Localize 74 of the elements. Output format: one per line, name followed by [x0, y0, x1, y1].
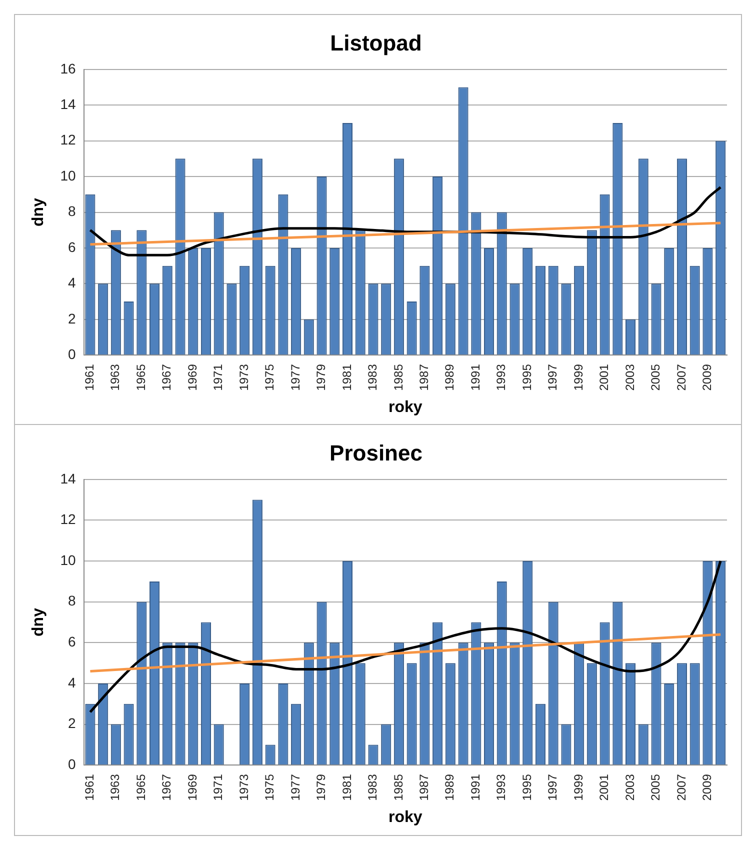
x-tick-label: 1961 — [82, 774, 97, 801]
x-tick-label: 1967 — [160, 364, 174, 391]
y-tick-label: 10 — [60, 552, 76, 568]
x-tick-label: 1961 — [82, 364, 97, 391]
x-tick-label: 1973 — [236, 774, 251, 801]
x-tick-label: 1989 — [442, 364, 457, 391]
x-tick-label: 1971 — [211, 364, 226, 391]
x-tick-label: 2007 — [674, 774, 688, 801]
x-tick-label: 1983 — [366, 774, 380, 801]
x-tick-label: 1987 — [416, 364, 431, 391]
x-tick-label: 2007 — [674, 364, 688, 391]
x-tick-label: 1981 — [340, 364, 354, 391]
x-tick-label: 2003 — [622, 364, 637, 391]
y-tick-label: 6 — [68, 238, 76, 255]
x-tick-label: 1985 — [391, 364, 406, 391]
x-tick-label: 2001 — [597, 364, 612, 391]
x-tick-label: 1977 — [288, 774, 302, 801]
x-tick-label: 1985 — [391, 774, 406, 801]
y-tick-label: 2 — [68, 715, 76, 732]
x-tick-label: 1969 — [185, 774, 200, 801]
x-tick-label: 1965 — [134, 364, 148, 391]
x-tick-label: 1997 — [546, 364, 560, 391]
x-tick-label: 2005 — [648, 774, 663, 801]
y-tick-label: 2 — [68, 310, 76, 326]
x-tick-label: 1999 — [571, 774, 586, 801]
y-tick-label: 16 — [60, 60, 76, 76]
x-tick-label: 2009 — [700, 364, 714, 391]
x-tick-label: 2009 — [700, 774, 714, 801]
y-tick-label: 12 — [60, 132, 76, 148]
y-tick-label: 8 — [68, 203, 76, 220]
y-tick-label: 4 — [68, 674, 76, 690]
y-tick-label: 0 — [68, 756, 76, 772]
x-tick-label: 1995 — [520, 774, 534, 801]
y-tick-label: 10 — [60, 167, 76, 184]
x-tick-label: 1975 — [262, 364, 277, 391]
y-tick-label: 8 — [68, 592, 76, 609]
x-tick-label: 1963 — [108, 774, 122, 801]
y-axis-title: dny — [30, 608, 48, 636]
x-tick-label: 2003 — [622, 774, 637, 801]
x-tick-label: 1981 — [340, 774, 354, 801]
x-tick-label: 1963 — [108, 364, 122, 391]
x-tick-label: 1973 — [236, 364, 251, 391]
x-tick-label: 1987 — [416, 774, 431, 801]
x-tick-label: 1979 — [314, 774, 328, 801]
x-tick-label: 1999 — [571, 364, 586, 391]
x-tick-label: 1979 — [314, 364, 328, 391]
chart-title: Prosinec — [330, 440, 422, 466]
x-tick-label: 1969 — [185, 364, 200, 391]
x-tick-label: 1991 — [468, 774, 482, 801]
chart-title: Listopad — [330, 30, 422, 56]
x-tick-label: 1993 — [494, 774, 508, 801]
y-tick-label: 12 — [60, 511, 76, 528]
x-tick-label: 1965 — [134, 774, 148, 801]
x-tick-label: 1975 — [262, 774, 277, 801]
x-tick-label: 2005 — [648, 364, 663, 391]
x-tick-label: 2001 — [597, 774, 612, 801]
line-series — [88, 560, 722, 714]
x-axis-title: roky — [388, 808, 422, 826]
x-tick-label: 1989 — [442, 774, 457, 801]
x-axis-title: roky — [388, 398, 422, 416]
x-tick-label: 1977 — [288, 364, 302, 391]
x-tick-label: 1967 — [160, 774, 174, 801]
x-tick-label: 1995 — [520, 364, 534, 391]
y-tick-label: 4 — [68, 274, 76, 291]
y-axis-title: dny — [30, 198, 48, 226]
x-tick-label: 1991 — [468, 364, 482, 391]
x-tick-label: 1997 — [546, 774, 560, 801]
y-tick-label: 14 — [60, 470, 76, 486]
x-tick-label: 1971 — [211, 774, 226, 801]
y-tick-label: 14 — [60, 96, 76, 112]
x-tick-label: 1983 — [366, 364, 380, 391]
y-tick-label: 0 — [68, 346, 76, 362]
x-tick-label: 1993 — [494, 364, 508, 391]
y-tick-label: 6 — [68, 634, 76, 650]
